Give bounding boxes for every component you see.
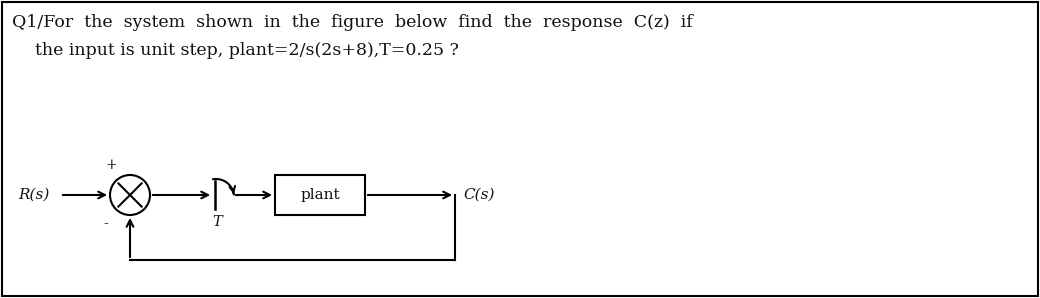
Text: -: - (104, 217, 108, 231)
Text: plant: plant (301, 188, 340, 202)
Text: the input is unit step, plant=2/s(2s+8),T=0.25 ?: the input is unit step, plant=2/s(2s+8),… (35, 42, 459, 59)
Bar (275, 175, 365, 215)
Text: T: T (212, 215, 222, 229)
Text: +: + (105, 158, 116, 172)
Text: C(s): C(s) (463, 188, 494, 202)
Text: R(s): R(s) (18, 188, 49, 202)
Text: Q1/For  the  system  shown  in  the  figure  below  find  the  response  C(z)  i: Q1/For the system shown in the figure be… (12, 14, 693, 31)
Circle shape (110, 175, 150, 215)
